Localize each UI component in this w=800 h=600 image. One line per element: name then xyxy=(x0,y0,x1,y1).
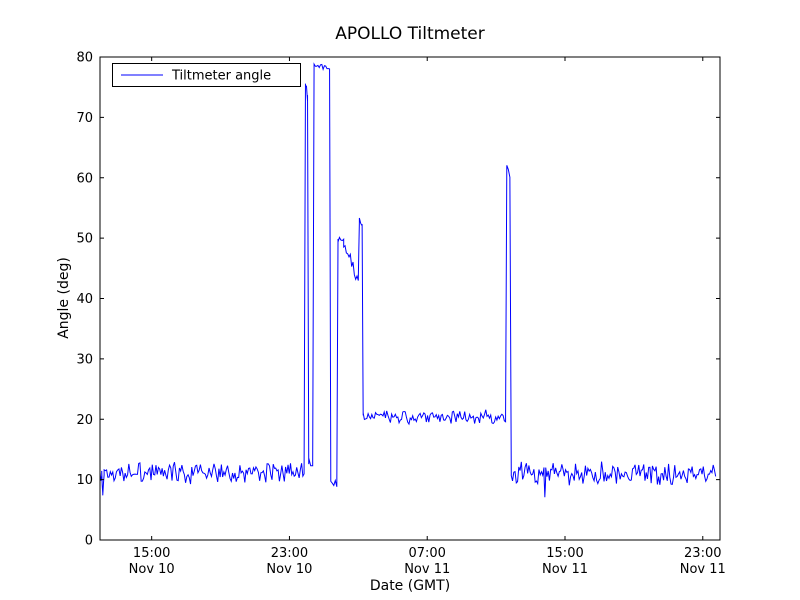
x-tick-time-label: 15:00 xyxy=(546,546,583,561)
x-tick-date-label: Nov 11 xyxy=(680,562,726,577)
x-tick-time-label: 15:00 xyxy=(133,546,170,561)
x-axis-label: Date (GMT) xyxy=(369,578,451,594)
y-tick-label: 50 xyxy=(76,232,93,247)
x-tick-date-label: Nov 10 xyxy=(129,562,175,577)
y-tick-label: 0 xyxy=(85,534,93,549)
y-tick-label: 10 xyxy=(76,473,93,488)
x-tick-time-label: 07:00 xyxy=(408,546,445,561)
tiltmeter-line xyxy=(100,62,717,498)
legend-label: Tiltmeter angle xyxy=(171,69,271,84)
y-tick-label: 70 xyxy=(76,111,93,126)
x-tick-time-label: 23:00 xyxy=(684,546,721,561)
x-tick-date-label: Nov 11 xyxy=(404,562,450,577)
axes-frame xyxy=(99,56,721,541)
chart-title: APOLLO Tiltmeter xyxy=(335,24,485,44)
y-tick-label: 30 xyxy=(76,352,93,367)
x-tick-time-label: 23:00 xyxy=(271,546,308,561)
x-tick-date-label: Nov 10 xyxy=(266,562,312,577)
y-axis-label: Angle (deg) xyxy=(56,257,72,339)
y-tick-label: 80 xyxy=(76,51,93,66)
y-tick-label: 60 xyxy=(76,171,93,186)
y-tick-label: 20 xyxy=(76,413,93,428)
y-tick-label: 40 xyxy=(76,292,93,307)
x-tick-date-label: Nov 11 xyxy=(542,562,588,577)
legend: Tiltmeter angle xyxy=(112,63,301,87)
